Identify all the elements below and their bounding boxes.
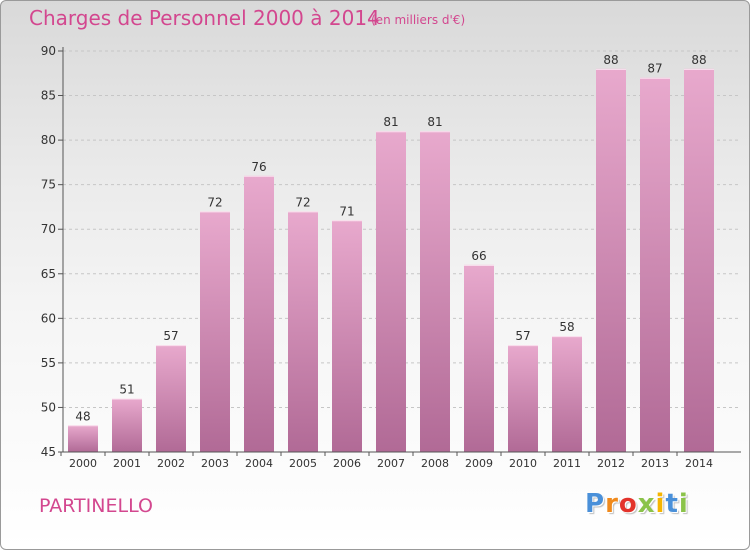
x-tick-label: 2007 <box>377 457 405 470</box>
x-tick-label: 2014 <box>685 457 713 470</box>
y-tick-label: 75 <box>41 178 56 192</box>
bar <box>464 264 494 452</box>
bar <box>244 175 274 452</box>
bar <box>420 131 450 452</box>
data-label: 58 <box>559 320 574 334</box>
x-tick-label: 2006 <box>333 457 361 470</box>
x-tick-label: 2001 <box>113 457 141 470</box>
data-label: 48 <box>75 409 90 423</box>
chart-title: Charges de Personnel 2000 à 2014 <box>29 6 380 30</box>
bar <box>112 398 142 452</box>
x-tick-label: 2002 <box>157 457 185 470</box>
y-tick-label: 90 <box>41 44 56 58</box>
logo-letter: i <box>678 489 689 519</box>
data-label: 57 <box>515 329 530 343</box>
y-tick-label: 65 <box>41 267 56 281</box>
logo-letter: P <box>585 489 606 519</box>
logo-letter: r <box>605 489 619 519</box>
y-tick-label: 80 <box>41 133 56 147</box>
x-tick-label: 2005 <box>289 457 317 470</box>
labels: 48 2000 51 2001 57 2002 72 2003 76 2004 72 2005 71 20… <box>69 53 713 470</box>
x-tick-label: 2009 <box>465 457 493 470</box>
y-tick-label: 70 <box>41 222 56 236</box>
x-tick-label: 2008 <box>421 457 449 470</box>
data-label: 81 <box>427 115 442 129</box>
bar <box>376 131 406 452</box>
bar <box>684 68 714 453</box>
bar <box>508 345 538 452</box>
y-tick-label: 45 <box>41 445 56 459</box>
x-tick-label: 2011 <box>553 457 581 470</box>
bar <box>332 220 362 452</box>
data-label: 88 <box>691 53 706 67</box>
bar <box>200 211 230 452</box>
bar <box>288 211 318 452</box>
bar <box>68 425 98 452</box>
logo-letter: o <box>618 489 638 519</box>
x-tick-label: 2013 <box>641 457 669 470</box>
commune-name: PARTINELLO <box>39 495 153 517</box>
x-tick-label: 2003 <box>201 457 229 470</box>
logo-letter: t <box>665 489 679 519</box>
bar <box>552 336 582 452</box>
data-label: 57 <box>163 329 178 343</box>
x-tick-label: 2000 <box>69 457 97 470</box>
data-label: 87 <box>647 62 662 76</box>
y-tick-label: 50 <box>41 400 56 414</box>
data-label: 72 <box>207 195 222 209</box>
bar <box>640 77 670 452</box>
logo-letter: x <box>637 489 656 519</box>
bars <box>68 68 714 453</box>
chart-subtitle: (en milliers d'€) <box>371 13 466 27</box>
logo-letter: i <box>655 489 666 519</box>
bar <box>596 68 626 453</box>
data-label: 81 <box>383 115 398 129</box>
data-label: 72 <box>295 195 310 209</box>
x-tick-label: 2012 <box>597 457 625 470</box>
y-tick-label: 85 <box>41 89 56 103</box>
axes: 45 50 55 60 65 70 75 80 85 90 <box>41 44 741 459</box>
data-label: 88 <box>603 53 618 67</box>
x-tick-label: 2004 <box>245 457 273 470</box>
x-tick-label: 2010 <box>509 457 537 470</box>
data-label: 66 <box>471 249 486 263</box>
bar <box>156 345 186 452</box>
data-label: 71 <box>339 204 354 218</box>
proxiti-logo: Proxiti <box>585 489 689 519</box>
data-label: 51 <box>119 383 134 397</box>
y-tick-label: 60 <box>41 311 56 325</box>
y-tick-label: 55 <box>41 356 56 370</box>
data-label: 76 <box>251 160 266 174</box>
